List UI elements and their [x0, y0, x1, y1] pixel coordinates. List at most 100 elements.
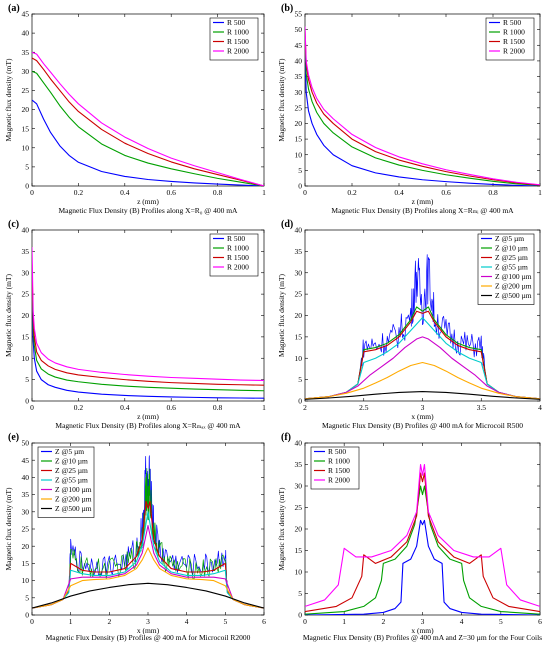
panel-caption: Magnetic Flux Density (B) Profiles along…	[59, 206, 239, 215]
x-tick-label: 1	[262, 188, 266, 197]
series-group	[305, 254, 540, 400]
legend-entry: R 2000	[503, 47, 525, 56]
legend-entry: R 2000	[328, 476, 350, 485]
series-line-1	[32, 70, 264, 186]
y-tick-label: 20	[22, 542, 30, 551]
legend-entry: R 1000	[503, 28, 525, 37]
y-tick-label: 40	[22, 473, 30, 482]
legend-entry: Z @5 µm	[55, 447, 84, 456]
panel-caption: Magnetic Flux Density (B) Profiles along…	[55, 421, 241, 430]
legend-entry: Z @100 µm	[55, 485, 92, 494]
y-tick-label: 25	[295, 103, 303, 112]
y-axis-label: Magnetic flux density (mT)	[277, 273, 286, 357]
x-tick-label: 5	[499, 617, 503, 626]
y-tick-label: 10	[22, 143, 30, 152]
x-tick-label: 0	[303, 188, 307, 197]
legend-entry: R 500	[328, 447, 346, 456]
y-tick-label: 15	[295, 332, 303, 341]
legend: Z @5 µmZ @10 µmZ @25 µmZ @55 µmZ @100 µm…	[37, 446, 95, 518]
y-tick-label: 35	[295, 72, 303, 81]
panel-caption: Magnetic Flux Density (B) Profiles @ 400…	[322, 421, 523, 430]
series-line-0	[305, 519, 540, 615]
x-tick-label: 0	[303, 617, 307, 626]
y-tick-label: 15	[22, 124, 30, 133]
y-tick-label: 0	[25, 397, 29, 406]
legend-box	[209, 17, 259, 61]
y-tick-label: 10	[295, 150, 303, 159]
y-axis-label: Magnetic flux density (mT)	[277, 58, 286, 142]
y-tick-label: 10	[22, 354, 30, 363]
panel-a: (a) Magnetic Flux Density (B) Profiles al…	[4, 3, 266, 215]
y-tick-label: 35	[295, 460, 303, 469]
x-tick-label: 0.4	[120, 188, 130, 197]
y-tick-label: 35	[295, 247, 303, 256]
x-tick-label: 6	[538, 617, 542, 626]
x-tick-label: 3.5	[477, 403, 487, 412]
y-tick-label: 5	[25, 162, 29, 171]
y-tick-label: 30	[22, 268, 30, 277]
legend: Z @5 µmZ @10 µmZ @25 µmZ @55 µmZ @100 µm…	[477, 233, 535, 305]
x-axis-label: x (mm)	[137, 626, 160, 635]
x-tick-label: 4	[460, 617, 464, 626]
series-line-0	[32, 455, 264, 609]
x-tick-label: 3	[421, 617, 425, 626]
series-group	[305, 26, 540, 186]
y-tick-label: 30	[295, 268, 303, 277]
legend-entry: R 2000	[227, 47, 249, 56]
legend-box	[209, 233, 259, 277]
series-line-2	[32, 57, 264, 186]
legend-box	[37, 446, 95, 518]
y-tick-label: 5	[298, 589, 302, 598]
legend-box	[310, 446, 360, 490]
series-line-1	[32, 468, 264, 609]
series-line-4	[32, 525, 264, 609]
x-tick-label: 0.2	[347, 188, 357, 197]
series-line-3	[32, 51, 264, 186]
x-tick-label: 0.4	[120, 403, 130, 412]
y-tick-label: 5	[298, 375, 302, 384]
y-tick-label: 0	[298, 182, 302, 191]
y-tick-label: 40	[22, 226, 30, 235]
series-line-3	[32, 247, 264, 382]
y-tick-label: 15	[295, 546, 303, 555]
x-axis-label: z (mm)	[137, 412, 159, 421]
panel-label: (a)	[8, 3, 20, 14]
panel-label: (d)	[281, 219, 293, 230]
y-tick-label: 15	[295, 135, 303, 144]
series-line-3	[305, 26, 540, 186]
x-axis-label: z (mm)	[412, 197, 434, 206]
y-tick-label: 20	[22, 105, 30, 114]
y-tick-label: 55	[295, 10, 303, 19]
x-axis-label: z (mm)	[137, 197, 159, 206]
y-tick-label: 25	[295, 290, 303, 299]
legend-entry: Z @100 µm	[495, 272, 532, 281]
series-line-5	[32, 547, 264, 609]
panel-caption: Magnetic Flux Density (B) Profiles @ 400…	[303, 633, 542, 642]
panel-label: (f)	[281, 432, 291, 443]
series-group	[32, 455, 264, 609]
y-tick-label: 30	[295, 88, 303, 97]
series-line-4	[305, 336, 540, 400]
x-tick-label: 5	[223, 617, 227, 626]
series-group	[32, 51, 264, 186]
x-tick-label: 0.6	[167, 403, 177, 412]
y-tick-label: 20	[295, 525, 303, 534]
y-tick-label: 30	[295, 482, 303, 491]
legend-entry: R 1500	[328, 466, 350, 475]
y-axis-label: Magnetic flux density (mT)	[4, 58, 13, 142]
series-group	[305, 463, 540, 615]
x-tick-label: 3	[421, 403, 425, 412]
y-tick-label: 0	[25, 182, 29, 191]
series-line-3	[305, 317, 540, 400]
legend-entry: Z @10 µm	[55, 457, 88, 466]
y-tick-label: 25	[295, 503, 303, 512]
series-line-1	[32, 281, 264, 392]
y-tick-label: 10	[295, 354, 303, 363]
panel-d: (d) Magnetic Flux Density (B) Profiles @ …	[277, 219, 542, 430]
legend-entry: R 1500	[227, 253, 249, 262]
y-tick-label: 20	[295, 311, 303, 320]
x-tick-label: 2.5	[359, 403, 369, 412]
